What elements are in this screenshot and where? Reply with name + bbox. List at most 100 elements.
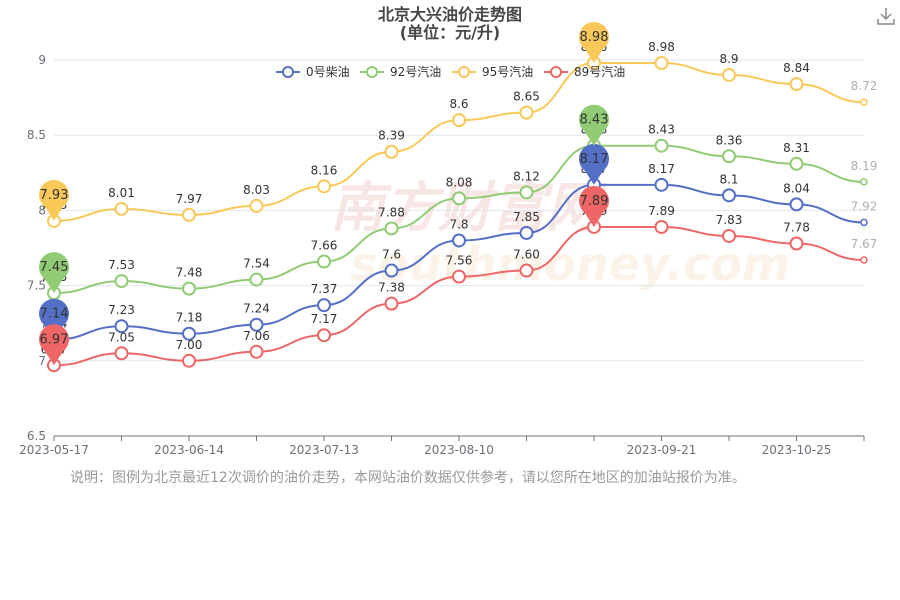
data-label: 7.37 bbox=[311, 282, 338, 296]
data-point bbox=[182, 326, 196, 341]
data-label: 7.67 bbox=[851, 237, 878, 251]
data-label: 7.17 bbox=[311, 312, 338, 326]
y-tick-label: 6.5 bbox=[27, 429, 46, 443]
data-label: 7.8 bbox=[449, 217, 468, 231]
data-point bbox=[317, 179, 331, 194]
data-label: 8.16 bbox=[311, 163, 338, 177]
x-tick-label: 2023-09-21 bbox=[627, 443, 697, 457]
data-label: 8.65 bbox=[513, 90, 540, 104]
data-label: 8.19 bbox=[851, 159, 878, 173]
data-point bbox=[519, 105, 534, 120]
legend: 0号柴油 92号汽油 95号汽油 89号汽油 bbox=[276, 64, 625, 79]
data-label: 7.56 bbox=[446, 254, 473, 268]
data-label: 7.97 bbox=[176, 192, 203, 206]
data-label: 8.17 bbox=[648, 162, 675, 176]
data-label: 8.12 bbox=[513, 169, 540, 183]
chart-note: 说明：图例为北京最近12次调价的油价走势，本网站油价数据仅供参考，请以您所在地区… bbox=[70, 470, 746, 486]
chart-title: 北京大兴油价走势图 bbox=[378, 5, 522, 24]
data-point bbox=[789, 236, 804, 251]
data-label: 7.54 bbox=[243, 257, 270, 271]
data-label: 7.92 bbox=[851, 199, 878, 213]
y-tick-label: 7.5 bbox=[27, 279, 46, 293]
data-point bbox=[860, 218, 868, 227]
data-point bbox=[789, 156, 804, 171]
pin-label: 8.17 bbox=[580, 152, 609, 167]
data-label: 7.24 bbox=[243, 302, 270, 316]
data-label: 8.31 bbox=[783, 141, 810, 155]
data-point bbox=[249, 317, 264, 332]
y-tick-label: 7 bbox=[38, 354, 46, 368]
data-label: 8.84 bbox=[783, 61, 810, 75]
data-label: 7.66 bbox=[311, 239, 338, 253]
data-point bbox=[452, 113, 466, 128]
legend-marker bbox=[366, 66, 378, 78]
data-label: 8.1 bbox=[719, 172, 738, 186]
data-point bbox=[384, 263, 399, 278]
data-point bbox=[384, 221, 399, 236]
legend-label: 0号柴油 bbox=[306, 65, 350, 79]
data-point bbox=[249, 344, 264, 359]
data-label: 7.18 bbox=[176, 311, 203, 325]
data-point bbox=[654, 177, 669, 192]
data-label: 7.38 bbox=[378, 281, 405, 295]
data-point bbox=[249, 198, 264, 213]
data-point bbox=[114, 346, 129, 361]
x-tick-label: 2023-06-14 bbox=[154, 443, 224, 457]
x-tick-label: 2023-08-10 bbox=[424, 443, 494, 457]
data-label: 7.89 bbox=[648, 204, 675, 218]
y-tick-label: 8 bbox=[38, 203, 46, 217]
data-point bbox=[452, 191, 466, 206]
data-point bbox=[317, 328, 331, 343]
download-icon[interactable] bbox=[876, 6, 896, 26]
pin-marker bbox=[579, 143, 609, 174]
pin-label: 8.98 bbox=[580, 30, 609, 45]
data-label: 8.01 bbox=[108, 186, 135, 200]
data-point bbox=[519, 185, 534, 200]
data-label: 8.72 bbox=[851, 79, 878, 93]
legend-item: 95号汽油 bbox=[452, 64, 533, 79]
data-point bbox=[860, 98, 868, 106]
data-point bbox=[182, 353, 196, 368]
legend-label: 95号汽油 bbox=[482, 64, 533, 79]
data-point bbox=[317, 254, 331, 269]
data-label: 8.39 bbox=[378, 129, 405, 143]
data-label: 8.98 bbox=[648, 40, 675, 54]
data-label: 7.23 bbox=[108, 303, 135, 317]
pin-marker bbox=[579, 104, 609, 135]
data-point bbox=[114, 201, 129, 216]
data-point bbox=[654, 219, 669, 234]
data-label: 8.43 bbox=[648, 123, 675, 137]
y-tick-label: 8.5 bbox=[27, 128, 46, 142]
pin-marker bbox=[579, 185, 609, 216]
legend-marker bbox=[282, 66, 294, 78]
legend-marker bbox=[550, 66, 562, 78]
data-label: 7.88 bbox=[378, 205, 405, 219]
data-point bbox=[654, 56, 669, 71]
data-label: 7.85 bbox=[513, 210, 540, 224]
pin-label: 6.97 bbox=[40, 332, 69, 347]
data-label: 7.48 bbox=[176, 266, 203, 280]
legend-label: 89号汽油 bbox=[574, 64, 625, 79]
data-label: 7.53 bbox=[108, 258, 135, 272]
x-tick-label: 2023-10-25 bbox=[762, 443, 832, 457]
legend-item: 0号柴油 bbox=[276, 65, 350, 79]
data-point bbox=[722, 149, 736, 164]
legend-label: 92号汽油 bbox=[390, 64, 441, 79]
data-label: 7.00 bbox=[176, 338, 203, 352]
data-point bbox=[722, 228, 736, 243]
data-label: 8.08 bbox=[446, 175, 473, 189]
pin-label: 7.89 bbox=[580, 194, 609, 209]
data-point bbox=[789, 77, 804, 92]
pin-label: 7.45 bbox=[40, 260, 69, 275]
data-point bbox=[860, 256, 868, 264]
data-label: 7.6 bbox=[382, 248, 401, 262]
data-point bbox=[384, 144, 399, 159]
data-point bbox=[654, 138, 669, 153]
data-label: 8.9 bbox=[719, 52, 738, 66]
data-label: 8.6 bbox=[449, 97, 468, 111]
data-point bbox=[519, 263, 534, 278]
data-label: 7.83 bbox=[716, 213, 743, 227]
axes: 6.5 7 7.5 8 8.5 9 2023-05-17 2023-06-14 2023-07-… bbox=[19, 53, 865, 457]
data-label: 8.36 bbox=[716, 133, 743, 147]
